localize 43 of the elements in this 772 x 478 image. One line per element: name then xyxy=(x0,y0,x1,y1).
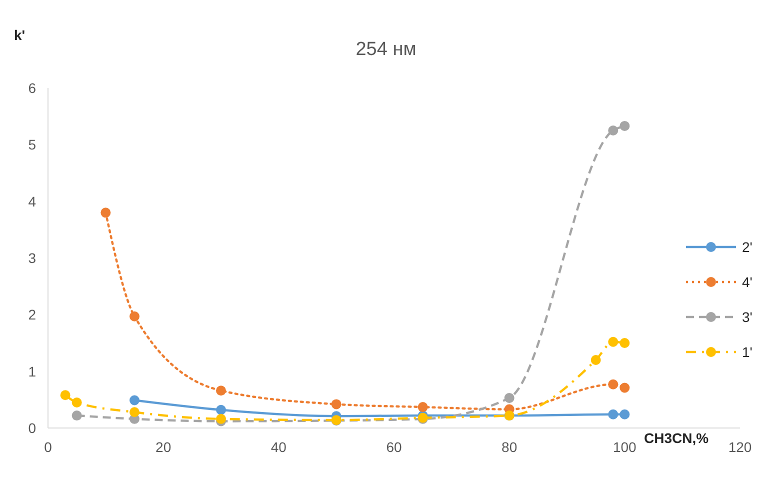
x-tick-label: 20 xyxy=(156,439,172,455)
y-tick-label: 0 xyxy=(28,420,36,436)
point xyxy=(608,336,618,347)
point xyxy=(130,395,140,406)
point xyxy=(608,126,618,136)
point xyxy=(608,379,618,390)
point xyxy=(130,311,140,322)
x-axis-title: CH3CN,% xyxy=(644,430,710,446)
chart-title: 254 нм xyxy=(356,39,416,60)
legend-label: 3' xyxy=(742,309,752,325)
point xyxy=(72,398,82,408)
point xyxy=(60,390,70,400)
x-tick-label: 0 xyxy=(44,439,52,455)
y-tick-label: 1 xyxy=(28,363,36,380)
y-tick-label: 2 xyxy=(28,306,36,323)
point xyxy=(590,355,601,365)
point xyxy=(331,399,342,410)
x-tick-label: 80 xyxy=(502,439,518,455)
point xyxy=(608,409,618,420)
x-tick-label: 100 xyxy=(612,439,637,455)
point xyxy=(72,410,82,421)
legend-label: 4' xyxy=(742,274,752,290)
point xyxy=(130,407,140,418)
y-tick-label: 6 xyxy=(28,80,36,96)
point xyxy=(216,414,226,424)
x-tick-label: 120 xyxy=(728,439,752,455)
legend-label: 2' xyxy=(742,239,752,255)
y-tick-label: 3 xyxy=(28,250,36,266)
x-tick-label: 60 xyxy=(386,439,402,455)
point xyxy=(620,338,630,348)
x-tick-label: 40 xyxy=(270,439,287,455)
legend-label: 1' xyxy=(742,344,752,360)
point xyxy=(504,392,514,403)
y-tick-label: 4 xyxy=(28,193,36,210)
y-tick-label: 5 xyxy=(28,136,36,153)
y-axis-title: k' xyxy=(14,27,26,43)
point xyxy=(620,120,630,131)
point xyxy=(216,386,226,396)
point xyxy=(100,208,111,218)
point xyxy=(216,404,226,415)
point xyxy=(620,382,630,393)
point xyxy=(620,409,630,420)
point xyxy=(418,402,428,412)
